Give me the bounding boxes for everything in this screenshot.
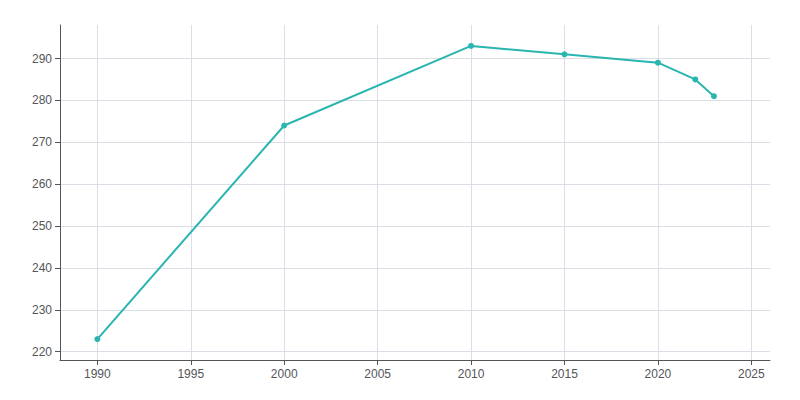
- svg-text:280: 280: [32, 93, 52, 107]
- svg-text:2005: 2005: [364, 367, 391, 381]
- svg-text:2000: 2000: [271, 367, 298, 381]
- svg-text:220: 220: [32, 345, 52, 359]
- svg-text:290: 290: [32, 52, 52, 66]
- svg-text:2010: 2010: [458, 367, 485, 381]
- svg-text:1995: 1995: [177, 367, 204, 381]
- svg-text:260: 260: [32, 177, 52, 191]
- svg-text:230: 230: [32, 303, 52, 317]
- svg-text:2020: 2020: [645, 367, 672, 381]
- svg-text:2025: 2025: [738, 367, 765, 381]
- svg-text:250: 250: [32, 219, 52, 233]
- svg-text:1990: 1990: [84, 367, 111, 381]
- svg-text:270: 270: [32, 135, 52, 149]
- svg-text:240: 240: [32, 261, 52, 275]
- svg-text:2015: 2015: [551, 367, 578, 381]
